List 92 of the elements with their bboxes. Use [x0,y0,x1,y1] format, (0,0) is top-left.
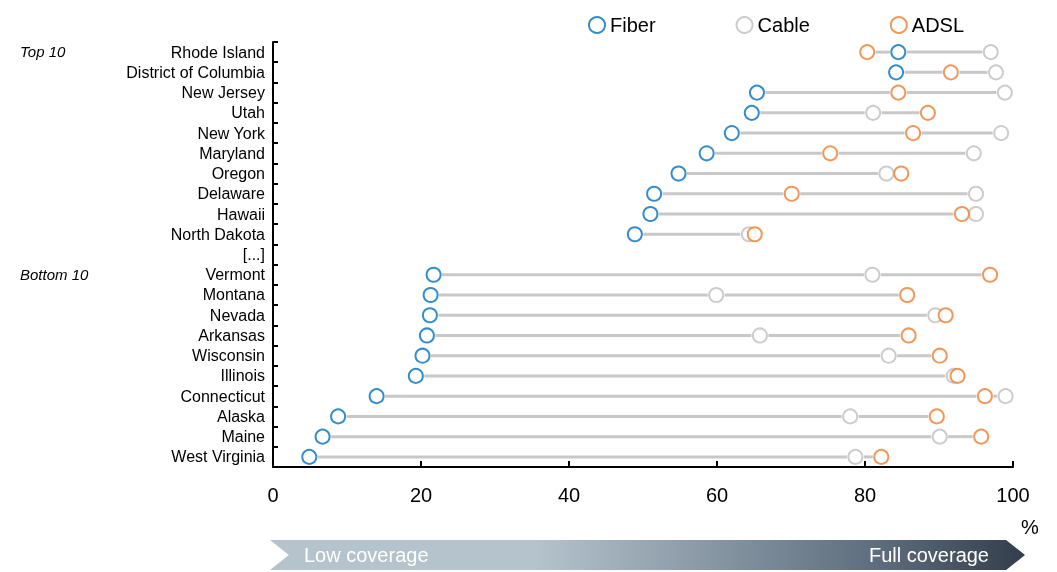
point [873,448,890,465]
y-tick-label: New Jersey [181,84,265,102]
y-tick-label: Rhode Island [170,43,265,61]
point [931,428,948,445]
y-tick-label: Illinois [220,367,265,385]
y-tick-label: Hawaii [216,205,265,223]
point [743,104,760,121]
point [847,448,864,465]
y-tick-label: [...] [242,246,265,263]
point [888,64,905,81]
point [997,388,1014,405]
point [859,44,876,61]
point [965,145,982,162]
y-tick-label: Vermont [205,266,266,284]
x-tick-label: 60 [705,484,729,506]
point [425,266,442,283]
y-tick-label: Connecticut [180,387,266,405]
point [842,408,859,425]
point [953,206,970,223]
point [949,367,966,384]
point [899,286,916,303]
point [905,125,922,142]
text: Low coverage [304,543,429,568]
legend-label: Cable [757,14,810,36]
x-tick-label: 100 [996,484,1030,506]
point [822,145,839,162]
y-tick-label: Montana [202,286,266,304]
point [421,307,438,324]
point [783,185,800,202]
point [982,44,999,61]
point [414,347,431,364]
point [708,286,725,303]
x-tick-label: 20 [409,484,433,506]
point [878,165,895,182]
point [993,125,1010,142]
x-tick-label: 80 [853,484,877,506]
point [422,286,439,303]
point [864,266,881,283]
point [893,165,910,182]
y-tick-label: New York [197,124,266,142]
point [942,64,959,81]
point [314,428,331,445]
point [746,226,763,243]
point [937,307,954,324]
point [973,428,990,445]
point [976,388,993,405]
point [890,44,907,61]
point [982,266,999,283]
text: Full coverage [868,543,989,568]
y-tick-label: Delaware [197,185,266,203]
point [900,327,917,344]
y-tick-label: Maine [221,428,266,446]
point [751,327,768,344]
y-tick-label: Alaska [216,407,266,425]
point [698,145,715,162]
point [928,408,945,425]
point [642,206,659,223]
point [748,84,765,101]
x-axis-title: % [1021,516,1039,538]
point [968,206,984,223]
y-tick-label: Utah [231,104,265,122]
point [407,367,424,384]
point [880,347,897,364]
point [330,408,347,425]
legend-label: Fiber [610,14,656,36]
point [987,64,1004,81]
y-tick-label: Arkansas [198,326,265,344]
y-tick-label: West Virginia [171,448,266,466]
x-tick-label: 40 [557,484,581,506]
y-tick-label: Oregon [211,165,265,183]
point [723,125,740,142]
text: Top 10 [20,43,66,62]
y-tick-label: District of Columbia [126,63,266,81]
y-tick-label: Wisconsin [192,347,265,365]
text: Bottom 10 [20,265,89,284]
point [301,448,318,465]
point [919,104,936,121]
point [368,388,385,405]
point [931,347,948,364]
y-tick-label: North Dakota [170,225,266,243]
point [996,84,1013,101]
point [968,185,984,202]
point [626,226,643,243]
point [418,327,435,344]
y-tick-label: Maryland [199,144,265,162]
point [890,84,907,101]
x-tick-label: 0 [267,484,279,506]
y-tick-label: Nevada [209,306,266,324]
point [865,104,882,121]
point [646,185,663,202]
point [670,165,687,182]
legend-label: ADSL [911,14,965,36]
